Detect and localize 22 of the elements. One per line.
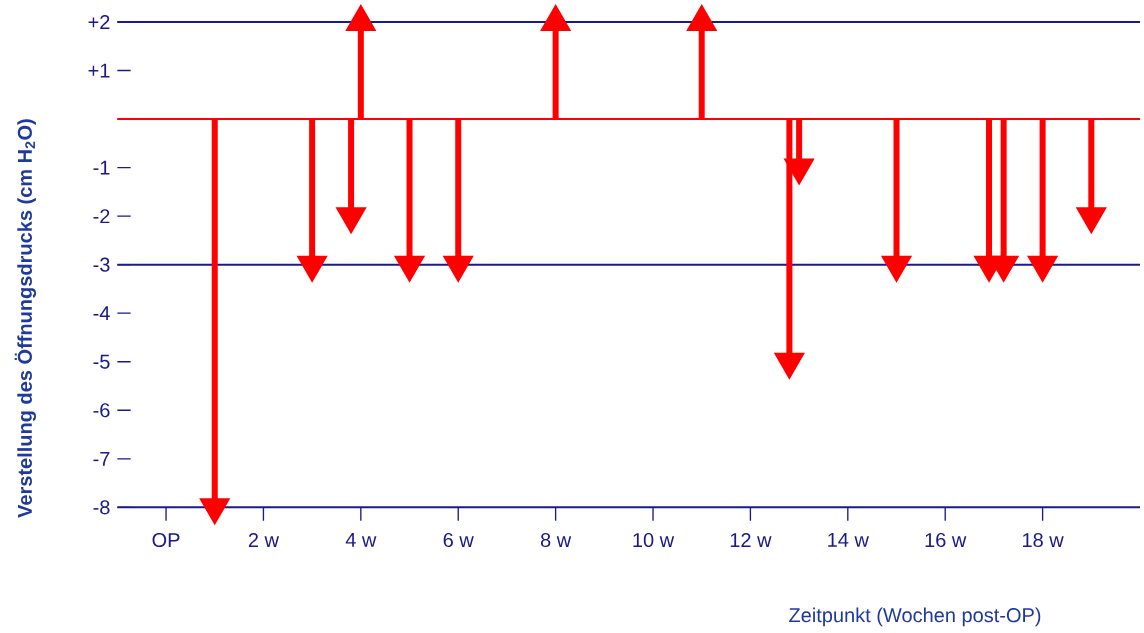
y-tick-label: +1 (88, 63, 110, 78)
y-tick-label: -7 (93, 451, 110, 466)
x-tick-label: OP (152, 532, 180, 547)
y-tick-label: -1 (93, 160, 110, 175)
x-tick-label: 2 w (248, 532, 280, 547)
x-axis-title: Zeitpunkt (Wochen post-OP) (789, 607, 1041, 627)
y-tick-label: -8 (93, 500, 110, 515)
y-tick-label: -3 (93, 257, 110, 272)
y-tick-label: -4 (93, 306, 110, 320)
x-tick-label: 10 w (633, 532, 675, 547)
y-axis-title: Verstellung des Öffnungsdrucks (cm H$_{2}$O) (14, 119, 37, 518)
x-tick-label: 14 w (828, 532, 869, 547)
y-tick-label: -6 (93, 403, 110, 418)
x-tick-label: 8 w (540, 532, 572, 547)
x-tick-label: 18 w (1023, 532, 1064, 547)
x-tick-label: 16 w (925, 532, 967, 547)
x-tick-label: 12 w (730, 532, 772, 547)
x-tick-label: 4 w (345, 532, 377, 547)
x-tick-label: 6 w (443, 532, 474, 547)
y-tick-label: +2 (88, 14, 110, 29)
y-tick-label: -5 (93, 354, 110, 369)
y-tick-label: -2 (93, 208, 110, 223)
